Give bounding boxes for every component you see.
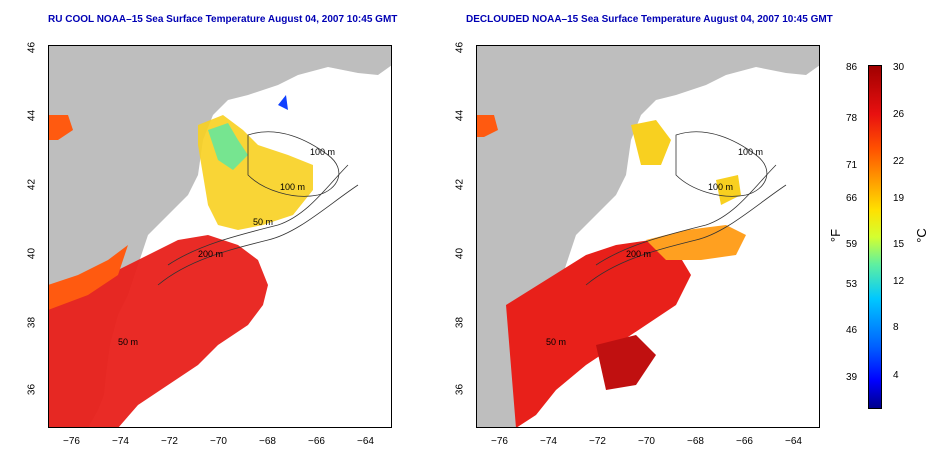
y-tick: 40	[26, 247, 38, 260]
sst-yellow-band	[631, 120, 671, 165]
c-tick: 30	[893, 62, 905, 73]
contour-label: 100 m	[280, 182, 305, 192]
x-tick: −68	[259, 436, 276, 447]
c-tick: 12	[893, 276, 905, 287]
c-tick: 8	[893, 322, 899, 333]
y-tick: 38	[454, 316, 466, 329]
x-tick: −72	[589, 436, 606, 447]
y-tick: 44	[26, 109, 38, 122]
fahrenheit-unit-label: °F	[828, 228, 844, 243]
bathymetry-contour	[167, 164, 349, 266]
x-tick: −70	[210, 436, 227, 447]
contour-label: 100 m	[310, 147, 335, 157]
f-tick: 59	[846, 239, 858, 250]
bathymetry-contour	[675, 131, 768, 197]
sst-dark-red-patch	[596, 335, 656, 390]
sst-map-declouded[interactable]: 100 m 100 m 200 m 50 m	[476, 45, 820, 428]
x-tick: −70	[638, 436, 655, 447]
x-tick: −74	[540, 436, 557, 447]
c-tick: 19	[893, 193, 905, 204]
warm-sst-region	[506, 240, 691, 428]
x-tick: −64	[785, 436, 802, 447]
x-tick: −76	[63, 436, 80, 447]
bathymetry-contour	[157, 184, 359, 286]
y-tick: 36	[454, 383, 466, 396]
land-mass	[48, 45, 392, 428]
y-tick: 36	[26, 383, 38, 396]
land-mass	[476, 45, 820, 428]
sst-yellow-patch	[716, 175, 741, 205]
x-tick: −68	[687, 436, 704, 447]
sst-orange-band	[48, 245, 128, 310]
c-tick: 22	[893, 156, 905, 167]
x-tick: −66	[308, 436, 325, 447]
sst-cold-spot	[278, 95, 288, 110]
y-tick: 46	[454, 41, 466, 54]
f-tick: 46	[846, 325, 858, 336]
f-tick: 39	[846, 372, 858, 383]
bathymetry-contour	[595, 164, 777, 266]
contour-label: 200 m	[626, 249, 651, 259]
y-tick: 44	[454, 109, 466, 122]
bathymetry-contour	[247, 131, 340, 197]
y-tick: 42	[26, 178, 38, 191]
temperature-colorbar	[868, 65, 882, 409]
contour-label: 50 m	[253, 217, 273, 227]
x-tick: −66	[736, 436, 753, 447]
c-tick: 15	[893, 239, 905, 250]
x-tick: −64	[357, 436, 374, 447]
sst-orange-band	[646, 225, 746, 260]
f-tick: 71	[846, 160, 858, 171]
map-title-right: DECLOUDED NOAA–15 Sea Surface Temperatur…	[466, 14, 833, 25]
sst-map-raw[interactable]: 100 m 100 m 50 m 200 m 50 m	[48, 45, 392, 428]
contour-label: 50 m	[546, 337, 566, 347]
sst-offshore-patch	[48, 115, 73, 140]
y-tick: 46	[26, 41, 38, 54]
x-tick: −76	[491, 436, 508, 447]
sst-cool-patch	[208, 123, 248, 170]
contour-label: 100 m	[738, 147, 763, 157]
f-tick: 53	[846, 279, 858, 290]
f-tick: 86	[846, 62, 858, 73]
sst-offshore-patch	[476, 115, 498, 137]
f-tick: 66	[846, 193, 858, 204]
map-title-left: RU COOL NOAA–15 Sea Surface Temperature …	[48, 14, 398, 25]
sst-map-raw-svg: 100 m 100 m 50 m 200 m 50 m	[48, 45, 392, 428]
celsius-unit-label: °C	[913, 228, 929, 243]
c-tick: 26	[893, 109, 905, 120]
x-tick: −72	[161, 436, 178, 447]
x-tick: −74	[112, 436, 129, 447]
c-tick: 4	[893, 370, 899, 381]
sst-map-declouded-svg: 100 m 100 m 200 m 50 m	[476, 45, 820, 428]
y-tick: 42	[454, 178, 466, 191]
contour-label: 100 m	[708, 182, 733, 192]
bathymetry-contour	[585, 184, 787, 286]
f-tick: 78	[846, 113, 858, 124]
y-tick: 38	[26, 316, 38, 329]
y-tick: 40	[454, 247, 466, 260]
contour-label: 200 m	[198, 249, 223, 259]
contour-label: 50 m	[118, 337, 138, 347]
